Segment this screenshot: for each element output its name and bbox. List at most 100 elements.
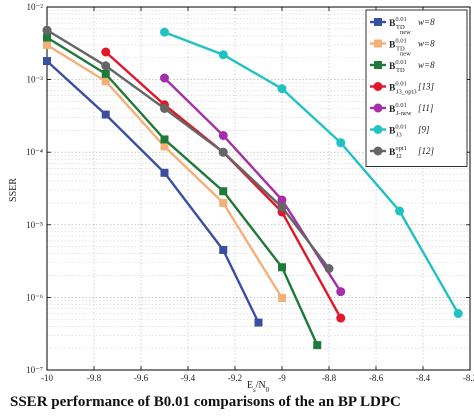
legend-marker <box>374 61 382 69</box>
x-tick-label: -9.4 <box>181 373 196 383</box>
series-7-point <box>277 202 287 212</box>
legend-subsub: new <box>400 51 411 58</box>
figure-caption: SSER performance of B0.01 comparisons of… <box>10 394 401 410</box>
legend-note: [11] <box>418 103 434 113</box>
series-1-point <box>43 57 51 66</box>
series-2 <box>43 40 286 303</box>
series-3-point <box>278 263 286 272</box>
series-1-point <box>254 318 263 327</box>
series-6-point <box>395 206 404 216</box>
series-6-point <box>277 84 287 94</box>
x-tick-label: -9.6 <box>134 373 149 383</box>
y-axis-label: SSER <box>8 178 19 202</box>
series-layer <box>42 25 463 350</box>
series-6 <box>160 27 463 319</box>
legend-sub: J-new <box>396 110 412 117</box>
series-7-point <box>218 147 228 157</box>
y-tick-label: 10⁻⁷ <box>26 365 43 375</box>
legend-label: B0.01 <box>389 38 407 51</box>
y-tick-label: 10⁻⁴ <box>26 147 43 157</box>
series-4-point <box>101 47 111 57</box>
series-1-point <box>101 110 110 119</box>
series-7-point <box>160 103 169 113</box>
legend-sub: J3 <box>396 132 402 139</box>
legend-marker <box>373 125 383 134</box>
legend-sub: J3_opt3 <box>396 89 417 96</box>
legend-box <box>365 9 468 167</box>
legend-note: w=8 <box>418 39 435 49</box>
legend-note: w=8 <box>418 60 435 70</box>
grid-lines <box>46 7 471 371</box>
series-2-point <box>278 294 286 303</box>
legend-label: B0.01 <box>389 102 407 115</box>
legend-marker <box>373 146 383 156</box>
series-7-point <box>101 61 111 71</box>
series-5-point <box>218 130 228 140</box>
series-6-point <box>218 50 228 60</box>
y-tick-label: 10⁻⁶ <box>26 292 43 302</box>
series-3-point <box>43 33 51 42</box>
legend-note: [13] <box>418 82 435 92</box>
legend-label: B0.01 <box>389 59 407 72</box>
series-2-point <box>219 198 228 207</box>
legend-marker <box>373 82 383 91</box>
legend-subsub: new <box>400 29 411 36</box>
series-6-point <box>453 309 463 319</box>
legend-note: [9] <box>418 125 430 135</box>
y-tick-label: 10⁻³ <box>27 75 44 85</box>
legend-sub: TD <box>396 67 405 74</box>
legend-entry-5: B0.01J-new [11] <box>370 102 434 117</box>
series-7-point <box>42 25 52 35</box>
series-5-point <box>160 73 169 83</box>
x-tick-label: -8.8 <box>322 373 337 383</box>
x-tick-label: -9 <box>278 373 286 383</box>
x-axis-label: Es/N0 <box>247 380 270 394</box>
series-7 <box>42 25 334 274</box>
x-tick-label: -8.4 <box>416 373 431 383</box>
series-2-point <box>43 40 51 49</box>
series-1 <box>43 57 263 327</box>
series-3-point <box>160 135 169 144</box>
y-tick-label: 10⁻⁵ <box>26 220 43 230</box>
x-tick-label: -9.8 <box>87 373 102 383</box>
legend-label: B0.01 <box>389 16 407 29</box>
legend-marker <box>374 18 382 26</box>
legend-sub: J2 <box>396 153 402 160</box>
x-tick-label: -10 <box>41 373 53 383</box>
series-6-point <box>336 138 346 148</box>
series-7-point <box>324 264 334 274</box>
series-5-point <box>336 287 346 297</box>
x-tick-label: -8.6 <box>369 373 384 383</box>
series-3-point <box>101 69 110 78</box>
legend-label: Bopt1 <box>389 145 407 158</box>
legend-sub: TD <box>396 24 405 31</box>
legend-note: w=8 <box>418 17 435 27</box>
series-2-point <box>101 77 110 86</box>
x-tick-label: -8.2 <box>463 373 474 383</box>
series-6-line <box>164 31 460 315</box>
series-1-point <box>160 168 169 177</box>
series-1-point <box>219 245 228 254</box>
series-3-point <box>313 341 322 350</box>
series-3-line <box>46 36 319 346</box>
legend-label: B0.01 <box>389 81 407 94</box>
plot-frame <box>46 6 471 371</box>
y-tick-label: 10⁻² <box>27 2 44 12</box>
series-3-point <box>219 187 228 196</box>
series-7-line <box>46 29 330 270</box>
series-2-point <box>160 142 169 151</box>
legend-sub: TD <box>396 46 405 53</box>
legend-marker <box>373 103 383 113</box>
legend-note: [12] <box>418 146 435 156</box>
legend: B0.01TDneww=8B0.01TDneww=8B0.01TDw=8B0.0… <box>365 9 468 167</box>
x-tick-label: -9.2 <box>228 373 242 383</box>
legend-marker <box>374 39 382 48</box>
legend-label: B0.01 <box>389 124 407 137</box>
series-3 <box>43 33 322 350</box>
